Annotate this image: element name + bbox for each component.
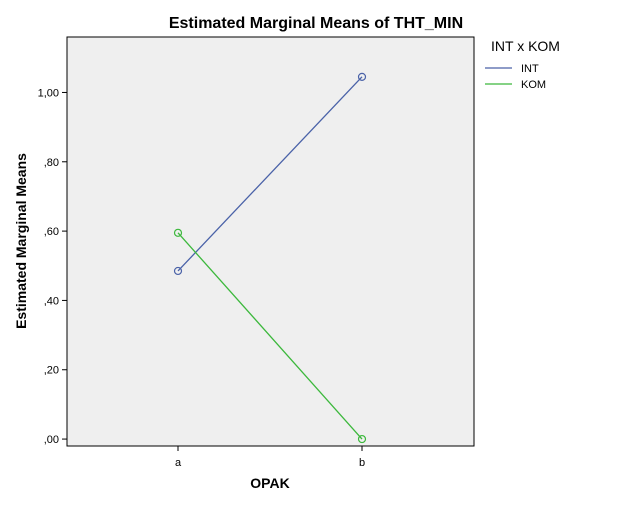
x-tick-label: b bbox=[359, 457, 365, 469]
y-tick-label: ,00 bbox=[44, 434, 59, 446]
y-axis-label: Estimated Marginal Means bbox=[13, 153, 29, 329]
legend-label-kom: KOM bbox=[521, 79, 546, 91]
y-tick-label: ,40 bbox=[44, 295, 59, 307]
chart-title: Estimated Marginal Means of THT_MIN bbox=[169, 15, 463, 32]
data-point-int-a bbox=[173, 266, 183, 276]
legend-label-int: INT bbox=[521, 63, 539, 75]
data-point-int-b bbox=[357, 72, 367, 81]
legend-items: INT KOM bbox=[485, 63, 546, 91]
data-point-kom-b bbox=[357, 434, 367, 444]
x-tick-label: a bbox=[175, 457, 182, 469]
y-tick-label: 1,00 bbox=[38, 87, 59, 99]
x-axis-label: OPAK bbox=[250, 475, 289, 491]
y-axis-ticks: ,00 ,20 ,40 ,60 ,80 1,00 bbox=[38, 87, 67, 446]
y-tick-label: ,60 bbox=[44, 226, 59, 238]
series-line-kom bbox=[177, 232, 363, 440]
legend-title: INT x KOM bbox=[491, 38, 560, 54]
legend: INT x KOM INT KOM bbox=[485, 38, 560, 91]
y-tick-label: ,20 bbox=[44, 365, 59, 377]
series-layer bbox=[173, 72, 367, 444]
y-tick-label: ,80 bbox=[44, 157, 59, 169]
data-point-kom-a bbox=[173, 228, 183, 237]
series-line-int bbox=[177, 76, 363, 272]
plot-area bbox=[66, 36, 475, 447]
